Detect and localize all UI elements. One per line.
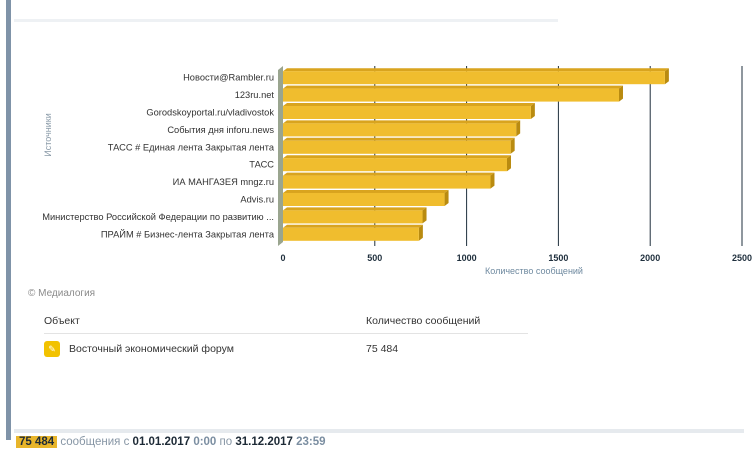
x-tick-label: 1500 bbox=[548, 253, 568, 263]
bar-side bbox=[506, 155, 511, 172]
object-count: 75 484 bbox=[366, 343, 399, 355]
category-label: События дня inforu.news bbox=[167, 125, 274, 135]
top-strip bbox=[14, 0, 558, 22]
category-label: Министерство Российской Федерации по раз… bbox=[42, 212, 274, 222]
summary-to-prefix: по bbox=[219, 436, 233, 448]
category-label: ТАСС # Единая лента Закрытая лента bbox=[108, 142, 275, 152]
bar bbox=[283, 71, 665, 85]
bar bbox=[283, 88, 619, 102]
bar-side bbox=[664, 68, 669, 85]
bar-side bbox=[510, 137, 515, 154]
category-label: Gorodskoyportal.ru/vladivostok bbox=[146, 108, 274, 118]
category-label: Advis.ru bbox=[240, 195, 274, 205]
summary-from-prefix: с bbox=[123, 436, 130, 448]
bar-side bbox=[418, 224, 423, 241]
bar bbox=[283, 227, 419, 241]
copyright-credit: © Медиалогия bbox=[28, 288, 96, 299]
object-cell: ✎ Восточный экономический форум bbox=[44, 341, 366, 357]
category-label: ИА МАНГАЗЕЯ mngz.ru bbox=[173, 177, 274, 187]
left-rail bbox=[0, 0, 14, 451]
x-axis-title: Количество сообщений bbox=[485, 266, 583, 276]
x-tick-label: 2500 bbox=[732, 253, 752, 263]
table-row[interactable]: ✎ Восточный экономический форум 75 484 bbox=[44, 334, 528, 364]
category-label: ТАСС bbox=[249, 160, 274, 170]
left-accent-bar bbox=[6, 0, 11, 440]
bar-top bbox=[283, 172, 495, 176]
bar bbox=[283, 123, 517, 137]
bar-top bbox=[283, 103, 535, 106]
category-label: 123ru.net bbox=[235, 90, 275, 100]
summary-line: 75 484 сообщения с 01.01.2017 0:00 по 31… bbox=[16, 436, 326, 448]
object-name: Восточный экономический форум bbox=[69, 343, 234, 355]
pencil-icon[interactable]: ✎ bbox=[44, 341, 60, 357]
object-table: Объект Количество сообщений ✎ Восточный … bbox=[44, 308, 528, 364]
bar-side bbox=[444, 190, 449, 206]
summary-from-date: 01.01.2017 bbox=[132, 436, 191, 448]
table-header: Объект Количество сообщений bbox=[44, 308, 528, 334]
bar-chart: Новости@Rambler.ru 123ru.net Gorodskoyport… bbox=[42, 66, 752, 276]
summary-to-time: 23:59 bbox=[296, 436, 326, 448]
bar bbox=[283, 175, 491, 189]
summary-to-date: 31.12.2017 bbox=[235, 436, 293, 448]
summary-text: сообщения bbox=[60, 436, 121, 448]
bar-side bbox=[618, 85, 623, 102]
x-tick-label: 0 bbox=[280, 253, 285, 263]
bar-top bbox=[283, 155, 511, 159]
axis-wall bbox=[278, 66, 283, 246]
bar-side bbox=[490, 172, 495, 189]
bar bbox=[283, 140, 511, 154]
bar bbox=[283, 106, 531, 119]
category-label: ПРАЙМ # Бизнес-лента Закрытая лента bbox=[101, 228, 275, 239]
bar-top bbox=[283, 207, 427, 211]
bar-top bbox=[283, 68, 669, 72]
bar-top bbox=[283, 85, 623, 89]
bar-top bbox=[283, 120, 521, 124]
x-tick-label: 1000 bbox=[457, 253, 477, 263]
bar bbox=[283, 158, 507, 172]
bar-top bbox=[283, 137, 515, 141]
summary-from-time: 0:00 bbox=[193, 436, 217, 448]
bar-side bbox=[530, 103, 535, 119]
category-label: Новости@Rambler.ru bbox=[183, 73, 274, 83]
bar-top bbox=[283, 190, 449, 193]
bar bbox=[283, 193, 445, 206]
bar bbox=[283, 210, 423, 224]
col-header-count: Количество сообщений bbox=[366, 314, 481, 327]
col-header-object: Объект bbox=[44, 314, 80, 327]
y-axis-title: Источники bbox=[43, 113, 53, 156]
summary-count: 75 484 bbox=[16, 436, 58, 448]
bar-side bbox=[422, 207, 427, 224]
bar-side bbox=[516, 120, 521, 137]
x-tick-label: 500 bbox=[367, 253, 382, 263]
bar-top bbox=[283, 224, 423, 228]
x-tick-label: 2000 bbox=[640, 253, 660, 263]
bottom-divider bbox=[14, 429, 744, 433]
